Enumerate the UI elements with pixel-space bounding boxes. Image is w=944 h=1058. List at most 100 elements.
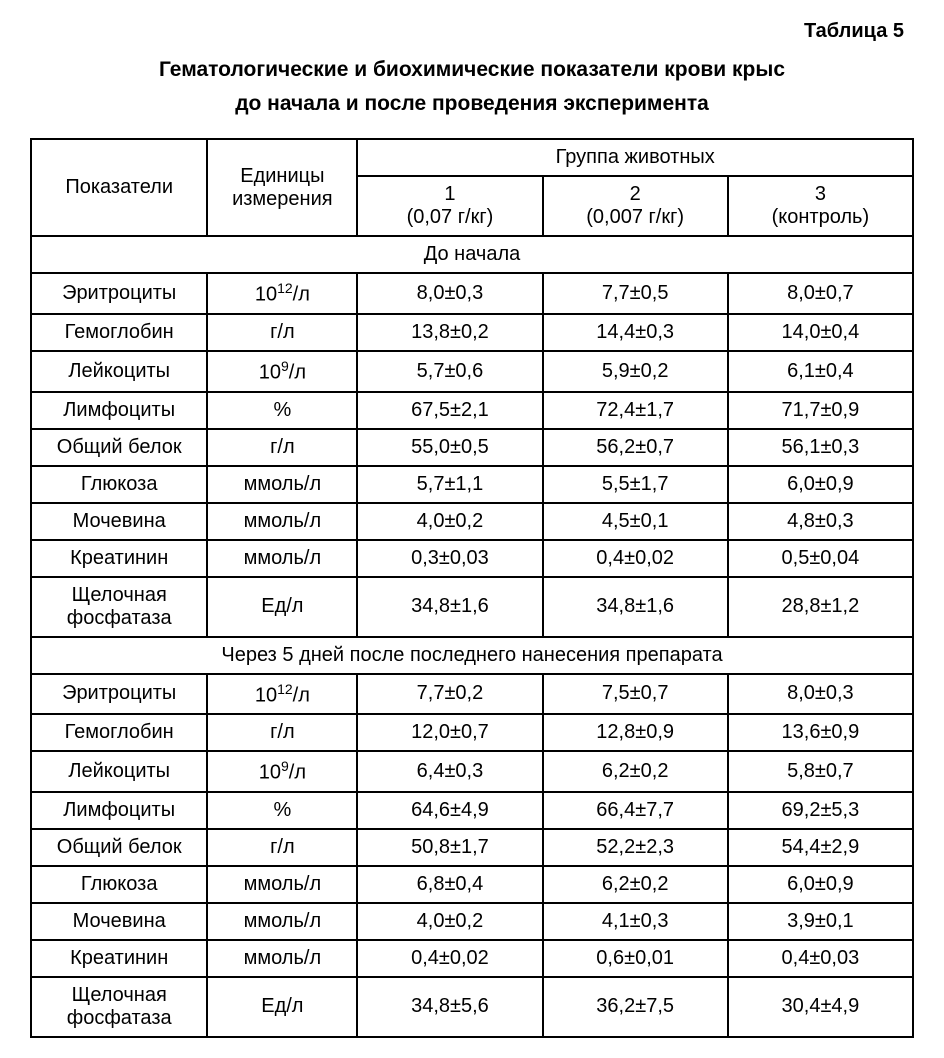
cell-value: 34,8±1,6: [357, 577, 542, 637]
param-unit: ммоль/л: [207, 903, 357, 940]
cell-value: 6,0±0,9: [728, 466, 913, 503]
param-unit: 109/л: [207, 751, 357, 792]
table-row: Лимфоциты % 67,5±2,1 72,4±1,7 71,7±0,9: [31, 392, 913, 429]
param-unit: ммоль/л: [207, 940, 357, 977]
table-row: Гемоглобин г/л 13,8±0,2 14,4±0,3 14,0±0,…: [31, 314, 913, 351]
cell-value: 69,2±5,3: [728, 792, 913, 829]
cell-value: 6,2±0,2: [543, 866, 728, 903]
table-row: Глюкоза ммоль/л 6,8±0,4 6,2±0,2 6,0±0,9: [31, 866, 913, 903]
cell-value: 56,2±0,7: [543, 429, 728, 466]
cell-value: 56,1±0,3: [728, 429, 913, 466]
cell-value: 4,1±0,3: [543, 903, 728, 940]
table-number-label: Таблица 5: [30, 20, 914, 43]
cell-value: 0,3±0,03: [357, 540, 542, 577]
param-unit: г/л: [207, 714, 357, 751]
cell-value: 55,0±0,5: [357, 429, 542, 466]
cell-value: 0,4±0,03: [728, 940, 913, 977]
cell-value: 4,5±0,1: [543, 503, 728, 540]
table-row: Лейкоциты 109/л 6,4±0,3 6,2±0,2 5,8±0,7: [31, 751, 913, 792]
cell-value: 4,0±0,2: [357, 503, 542, 540]
cell-value: 34,8±5,6: [357, 977, 542, 1037]
param-name: Щелочная фосфатаза: [31, 977, 207, 1037]
cell-value: 8,0±0,3: [357, 273, 542, 314]
cell-value: 5,7±1,1: [357, 466, 542, 503]
caption-line-2: до начала и после проведения эксперимент…: [235, 92, 709, 115]
cell-value: 8,0±0,7: [728, 273, 913, 314]
table-row: Лимфоциты % 64,6±4,9 66,4±7,7 69,2±5,3: [31, 792, 913, 829]
group-1-dose: (0,07 г/кг): [407, 206, 494, 228]
param-name: Лейкоциты: [31, 351, 207, 392]
table-row: Лейкоциты 109/л 5,7±0,6 5,9±0,2 6,1±0,4: [31, 351, 913, 392]
cell-value: 6,2±0,2: [543, 751, 728, 792]
param-unit: Ед/л: [207, 577, 357, 637]
cell-value: 71,7±0,9: [728, 392, 913, 429]
cell-value: 67,5±2,1: [357, 392, 542, 429]
cell-value: 0,6±0,01: [543, 940, 728, 977]
param-unit: ммоль/л: [207, 540, 357, 577]
cell-value: 36,2±7,5: [543, 977, 728, 1037]
cell-value: 14,0±0,4: [728, 314, 913, 351]
param-unit: 1012/л: [207, 273, 357, 314]
cell-value: 6,1±0,4: [728, 351, 913, 392]
param-unit: %: [207, 392, 357, 429]
cell-value: 12,0±0,7: [357, 714, 542, 751]
table-row: Эритроциты 1012/л 7,7±0,2 7,5±0,7 8,0±0,…: [31, 674, 913, 715]
param-name: Общий белок: [31, 429, 207, 466]
param-name: Гемоглобин: [31, 714, 207, 751]
param-unit: %: [207, 792, 357, 829]
param-unit: 1012/л: [207, 674, 357, 715]
group-3-dose: (контроль): [772, 206, 870, 228]
table-row: Мочевина ммоль/л 4,0±0,2 4,5±0,1 4,8±0,3: [31, 503, 913, 540]
param-unit: ммоль/л: [207, 503, 357, 540]
cell-value: 0,4±0,02: [357, 940, 542, 977]
cell-value: 64,6±4,9: [357, 792, 542, 829]
param-name: Эритроциты: [31, 273, 207, 314]
cell-value: 6,0±0,9: [728, 866, 913, 903]
param-unit: ммоль/л: [207, 866, 357, 903]
caption-line-1: Гематологические и биохимические показат…: [159, 58, 785, 81]
table-row: Креатинин ммоль/л 0,3±0,03 0,4±0,02 0,5±…: [31, 540, 913, 577]
cell-value: 4,0±0,2: [357, 903, 542, 940]
cell-value: 12,8±0,9: [543, 714, 728, 751]
table-row: Общий белок г/л 50,8±1,7 52,2±2,3 54,4±2…: [31, 829, 913, 866]
param-unit: Ед/л: [207, 977, 357, 1037]
table-caption: Гематологические и биохимические показат…: [30, 53, 914, 120]
param-unit: 109/л: [207, 351, 357, 392]
cell-value: 34,8±1,6: [543, 577, 728, 637]
table-row: Щелочная фосфатаза Ед/л 34,8±1,6 34,8±1,…: [31, 577, 913, 637]
table-row: Мочевина ммоль/л 4,0±0,2 4,1±0,3 3,9±0,1: [31, 903, 913, 940]
param-name: Креатинин: [31, 940, 207, 977]
cell-value: 5,7±0,6: [357, 351, 542, 392]
cell-value: 0,5±0,04: [728, 540, 913, 577]
param-name: Лимфоциты: [31, 392, 207, 429]
param-name: Мочевина: [31, 903, 207, 940]
cell-value: 3,9±0,1: [728, 903, 913, 940]
header-unit: Единицы измерения: [207, 139, 357, 236]
cell-value: 6,4±0,3: [357, 751, 542, 792]
cell-value: 4,8±0,3: [728, 503, 913, 540]
cell-value: 54,4±2,9: [728, 829, 913, 866]
cell-value: 0,4±0,02: [543, 540, 728, 577]
header-group-1: 1 (0,07 г/кг): [357, 176, 542, 236]
param-name: Глюкоза: [31, 466, 207, 503]
cell-value: 5,5±1,7: [543, 466, 728, 503]
param-unit: г/л: [207, 314, 357, 351]
param-name: Креатинин: [31, 540, 207, 577]
header-row-1: Показатели Единицы измерения Группа живо…: [31, 139, 913, 176]
param-name: Лейкоциты: [31, 751, 207, 792]
cell-value: 8,0±0,3: [728, 674, 913, 715]
cell-value: 7,5±0,7: [543, 674, 728, 715]
cell-value: 28,8±1,2: [728, 577, 913, 637]
cell-value: 14,4±0,3: [543, 314, 728, 351]
section-before: До начала: [31, 236, 913, 273]
section-before-label: До начала: [31, 236, 913, 273]
blood-parameters-table: Показатели Единицы измерения Группа живо…: [30, 138, 914, 1038]
group-3-number: 3: [815, 183, 826, 205]
cell-value: 7,7±0,5: [543, 273, 728, 314]
cell-value: 52,2±2,3: [543, 829, 728, 866]
section-after: Через 5 дней после последнего нанесения …: [31, 637, 913, 674]
group-1-number: 1: [444, 183, 455, 205]
group-2-dose: (0,007 г/кг): [586, 206, 684, 228]
param-name: Щелочная фосфатаза: [31, 577, 207, 637]
cell-value: 66,4±7,7: [543, 792, 728, 829]
